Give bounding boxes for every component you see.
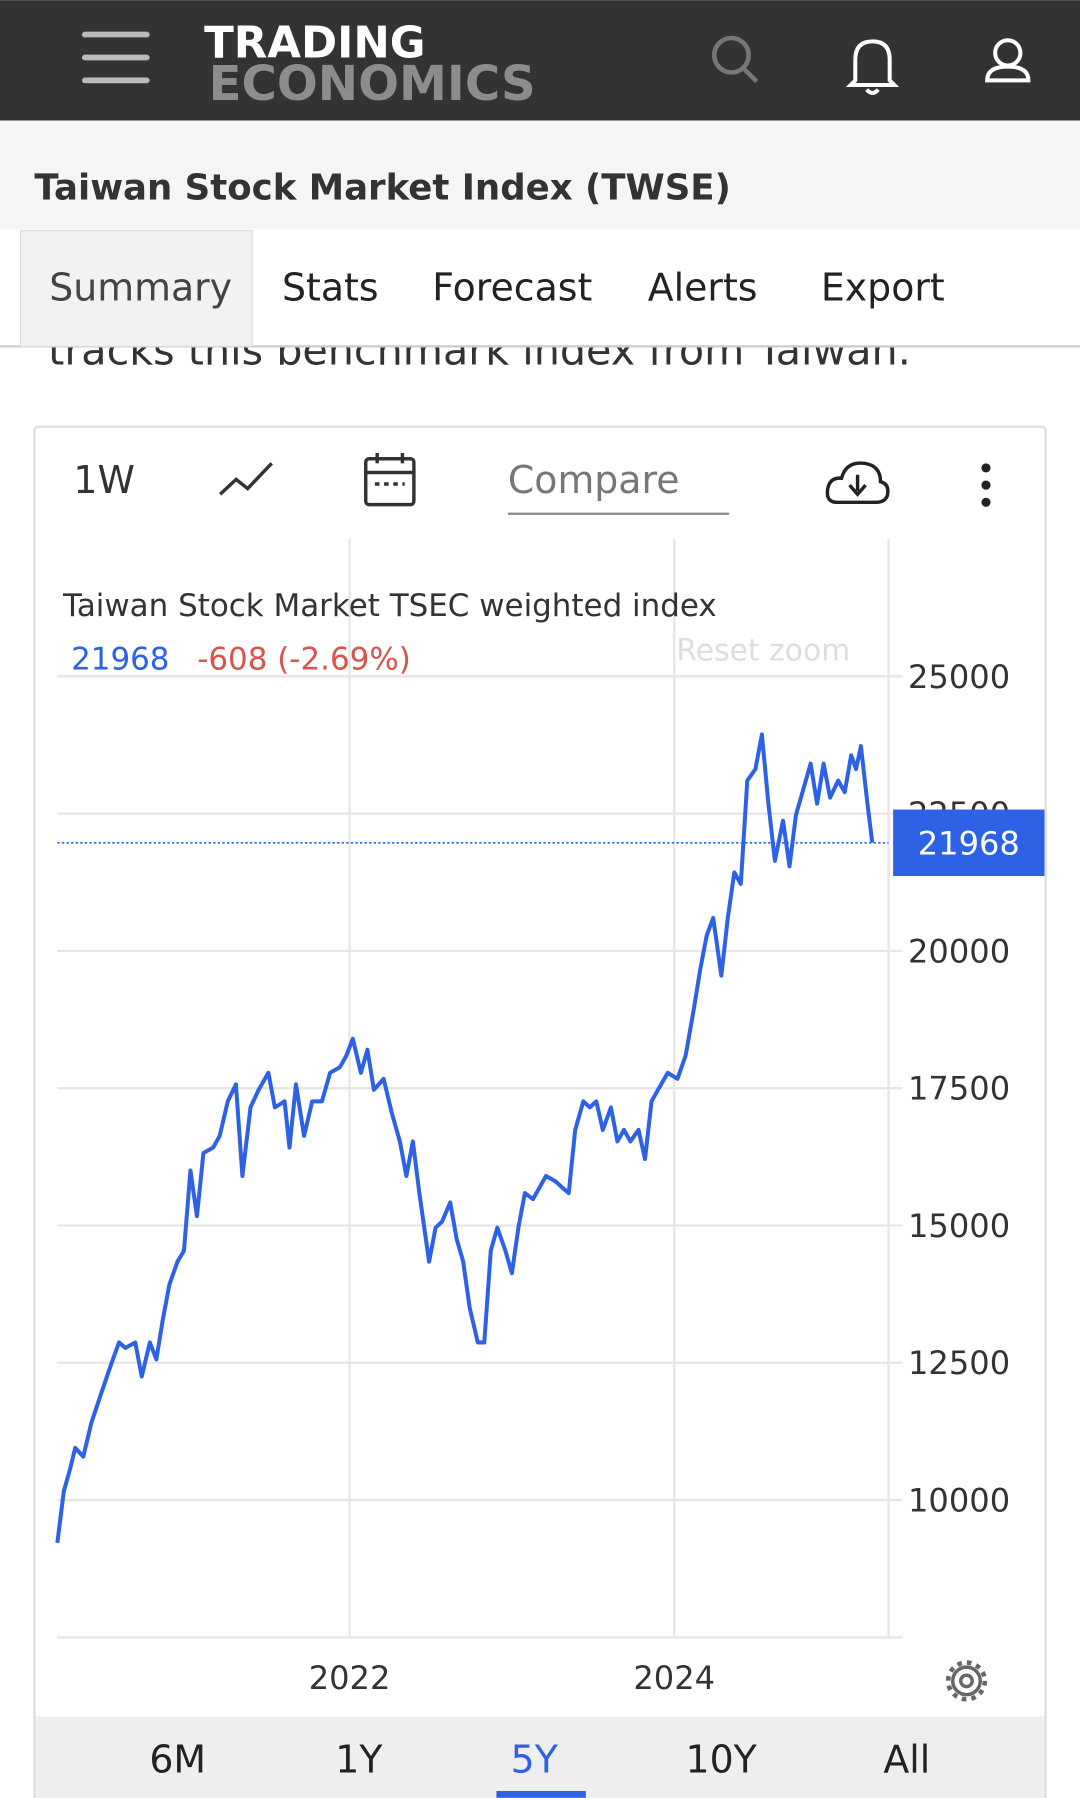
y-tick-label: 20000: [908, 932, 1010, 970]
user-icon[interactable]: [985, 38, 1031, 83]
page-title: Taiwan Stock Market Index (TWSE): [34, 168, 730, 209]
range-button[interactable]: 6M: [149, 1738, 206, 1782]
more-icon[interactable]: [981, 463, 991, 507]
brand-top[interactable]: TRADING: [204, 18, 425, 68]
price-line: [55, 732, 875, 1544]
tab[interactable]: Alerts: [648, 266, 758, 310]
range-button[interactable]: All: [883, 1738, 930, 1782]
x-tick-label: 2024: [633, 1659, 715, 1697]
brand-bottom[interactable]: ECONOMICS: [209, 56, 536, 112]
range-button[interactable]: 5Y: [511, 1738, 559, 1782]
compare-input[interactable]: Compare: [508, 458, 680, 502]
tab[interactable]: Forecast: [432, 266, 592, 310]
range-selected-underline: [496, 1790, 586, 1798]
last-value: 21968: [71, 642, 169, 678]
header-bar: [0, 0, 1080, 121]
y-tick-label: 17500: [908, 1070, 1010, 1108]
chart-type-icon[interactable]: [218, 462, 273, 496]
x-tick-label: 2022: [309, 1659, 391, 1697]
tab-selected-bg: [20, 230, 253, 347]
title-bar: [0, 120, 1080, 230]
y-tick-label: 12500: [908, 1344, 1010, 1382]
range-button[interactable]: 1Y: [335, 1738, 383, 1782]
tab[interactable]: Export: [821, 266, 945, 310]
reset-zoom-button[interactable]: Reset zoom: [676, 634, 850, 669]
interval-button[interactable]: 1W: [73, 458, 134, 502]
series-name: Taiwan Stock Market TSEC weighted index: [62, 588, 717, 624]
range-bar: [35, 1716, 1045, 1798]
y-tick-label: 25000: [908, 658, 1010, 696]
tab[interactable]: Stats: [282, 266, 379, 310]
bell-icon[interactable]: [845, 39, 900, 95]
range-button[interactable]: 10Y: [686, 1738, 758, 1782]
menu-icon[interactable]: [81, 31, 150, 84]
settings-icon[interactable]: [945, 1660, 988, 1702]
y-tick-label: 15000: [908, 1207, 1010, 1245]
change-label: -608 (-2.69%): [197, 642, 411, 678]
last-value-flag: [893, 809, 1045, 877]
last-value-flag-label: 21968: [918, 824, 1020, 862]
chart-card: [33, 425, 1047, 1798]
calendar-icon[interactable]: [364, 453, 416, 507]
y-tick-label: 10000: [908, 1482, 1010, 1520]
download-icon[interactable]: [825, 461, 890, 505]
tab[interactable]: Summary: [49, 266, 232, 310]
search-icon[interactable]: [711, 35, 759, 84]
